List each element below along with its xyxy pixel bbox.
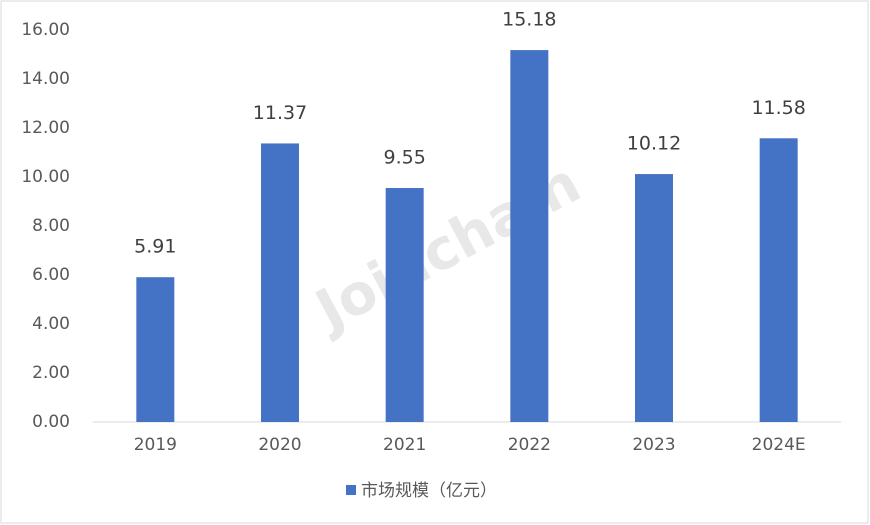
bar (261, 143, 299, 422)
bar (385, 188, 424, 422)
y-tick-label: 4.00 (32, 314, 70, 334)
bar (759, 138, 798, 423)
x-tick-label: 2024E (752, 435, 806, 455)
x-tick-label: 2022 (508, 435, 551, 455)
data-label: 10.12 (627, 133, 681, 155)
data-label: 15.18 (502, 9, 556, 31)
x-tick-label: 2023 (632, 435, 675, 455)
data-label: 9.55 (384, 147, 426, 169)
y-tick-label: 14.00 (21, 69, 70, 89)
legend-swatch (346, 485, 356, 495)
y-tick-label: 10.00 (21, 167, 70, 187)
data-label: 5.91 (134, 236, 176, 258)
y-tick-label: 16.00 (21, 20, 70, 40)
y-tick-label: 8.00 (32, 216, 70, 236)
legend-label: 市场规模（亿元） (361, 481, 497, 501)
y-tick-label: 12.00 (21, 118, 70, 138)
x-tick-label: 2021 (383, 435, 426, 455)
bar (136, 277, 175, 422)
x-tick-label: 2020 (258, 435, 301, 455)
x-tick-label: 2019 (134, 435, 177, 455)
data-label: 11.37 (253, 102, 307, 124)
bar (635, 174, 673, 422)
y-tick-label: 2.00 (32, 363, 70, 383)
data-label: 11.58 (751, 97, 805, 119)
y-tick-label: 6.00 (32, 265, 70, 285)
bar (510, 50, 549, 423)
y-tick-label: 0.00 (32, 412, 70, 432)
